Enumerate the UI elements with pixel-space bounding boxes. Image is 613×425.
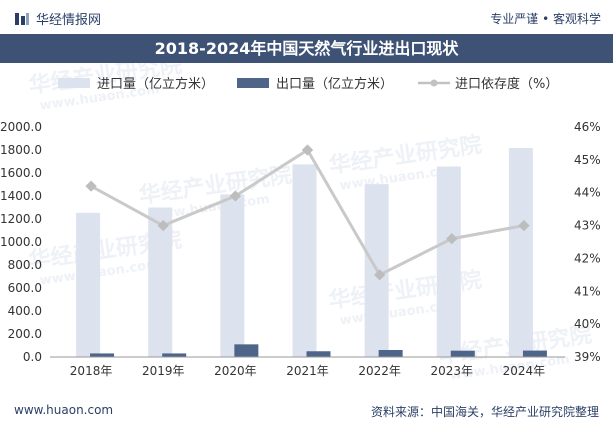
export-bar [306, 351, 331, 357]
dependency-point [373, 269, 386, 281]
slogan: 专业严谨 • 客观科学 [490, 12, 601, 26]
y-left-tick-label: 400.0 [8, 304, 42, 318]
footer-website: www.huaon.com [14, 403, 114, 417]
export-bar [90, 353, 115, 357]
x-axis: 2018年 2019年 2020年 2021年 2022年 2023年 2024年 [50, 356, 565, 378]
import-bar [436, 166, 461, 357]
y-right-tick-label: 43% [574, 219, 601, 233]
y-left-tick-label: 1600.0 [0, 166, 42, 180]
dependency-line [85, 144, 530, 281]
y-right-tick-label: 46% [574, 120, 601, 134]
y-left-tick-label: 1400.0 [0, 189, 42, 203]
export-bar [162, 353, 187, 357]
y-right-tick-label: 42% [574, 251, 601, 265]
y-axis-right: 39% 40% 41% 42% 43% 44% 45% 46% [574, 120, 601, 364]
legend-label-export: 出口量（亿立方米） [276, 76, 393, 92]
legend-swatch-export [237, 78, 269, 88]
x-tick-label: 2022年 [358, 364, 401, 378]
export-bar [450, 350, 475, 357]
y-left-tick-label: 0.0 [23, 350, 42, 364]
import-bar [76, 212, 101, 357]
y-right-tick-label: 44% [574, 186, 601, 200]
dependency-point [518, 219, 530, 232]
chart-title: 2018-2024年中国天然气行业进出口现状 [0, 34, 613, 63]
y-right-tick-label: 41% [574, 284, 601, 298]
export-bar [522, 350, 547, 357]
y-left-tick-label: 200.0 [8, 327, 42, 341]
y-left-tick-label: 600.0 [8, 281, 42, 295]
import-bar [292, 164, 317, 357]
y-right-tick-label: 39% [574, 350, 601, 364]
legend-label-import: 进口量（亿立方米） [97, 76, 214, 92]
y-right-tick-label: 45% [574, 153, 601, 167]
dependency-point [229, 190, 242, 202]
y-left-tick-label: 1000.0 [0, 235, 42, 249]
brand-logo-icon [15, 12, 29, 25]
import-bar [220, 194, 245, 357]
export-bar [378, 349, 403, 357]
legend-marker-dependency [430, 79, 438, 87]
x-tick-label: 2018年 [70, 364, 113, 378]
y-right-tick-label: 40% [574, 317, 601, 331]
import-bar [508, 148, 533, 357]
x-tick-label: 2023年 [431, 364, 474, 378]
import-bar [148, 207, 173, 357]
dependency-point [446, 233, 458, 245]
x-tick-label: 2019年 [142, 364, 185, 378]
export-bars [90, 344, 547, 357]
x-tick-label: 2024年 [503, 364, 546, 378]
legend: 进口量（亿立方米） 出口量（亿立方米） 进口依存度（%） [58, 76, 558, 92]
y-left-tick-label: 1200.0 [0, 212, 42, 226]
x-tick-label: 2021年 [286, 364, 329, 378]
footer-source: 资料来源：中国海关，华经产业研究院整理 [370, 405, 599, 419]
dependency-point [85, 180, 97, 192]
legend-label-dependency: 进口依存度（%） [455, 76, 558, 92]
top-bar: 华经情报网 专业严谨 • 客观科学 [0, 0, 613, 36]
y-left-tick-label: 800.0 [8, 258, 42, 272]
export-bar [234, 344, 259, 357]
y-left-tick-label: 1800.0 [0, 143, 42, 157]
x-tick-label: 2020年 [214, 364, 257, 378]
brand-name: 华经情报网 [36, 13, 102, 28]
dependency-point [157, 219, 169, 232]
y-left-tick-label: 2000.0 [0, 120, 42, 134]
chart: 华经产业研究院www.huaon.com华经产业研究院www.huaon.com… [0, 63, 601, 384]
brand: 华经情报网 [14, 9, 101, 28]
y-axis-left: 0.0 200.0 400.0 600.0 800.0 1000.0 1200.0 1400.… [0, 120, 42, 364]
legend-swatch-import [58, 78, 90, 88]
